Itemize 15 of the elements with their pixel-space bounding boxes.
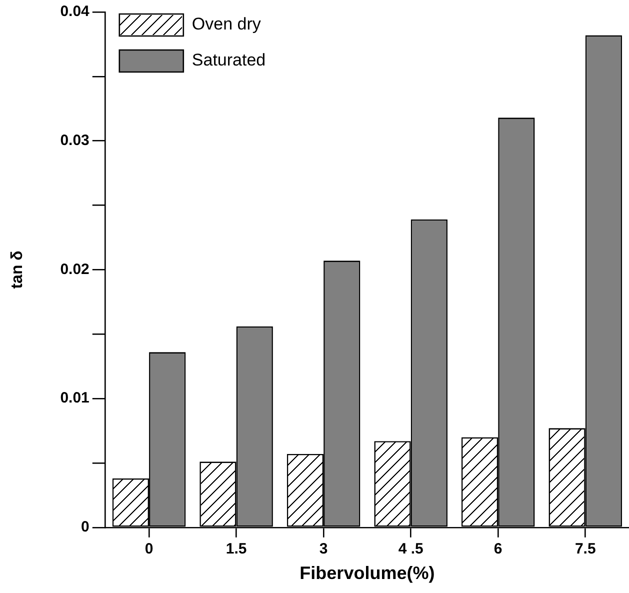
y-tick-label: 0.01 (60, 390, 90, 407)
y-tick-label: 0.03 (60, 132, 90, 149)
y-tick-label: 0 (81, 518, 90, 536)
y-axis-title: tan δ (9, 250, 26, 289)
x-axis-title: Fibervolume(%) (300, 563, 435, 584)
legend-label: Saturated (192, 50, 266, 70)
y-tick-label: 0.04 (60, 3, 90, 20)
x-tick-label: 7.5 (574, 540, 596, 558)
x-tick-label: 1.5 (226, 540, 247, 558)
x-tick-label: 3 (319, 540, 328, 558)
legend-label: Oven dry (192, 14, 262, 34)
y-tick-label: 0.02 (60, 260, 90, 278)
x-tick-label: 6 (494, 540, 502, 558)
x-tick-label: 0 (144, 540, 154, 558)
x-tick-label: 4 .5 (398, 540, 424, 558)
